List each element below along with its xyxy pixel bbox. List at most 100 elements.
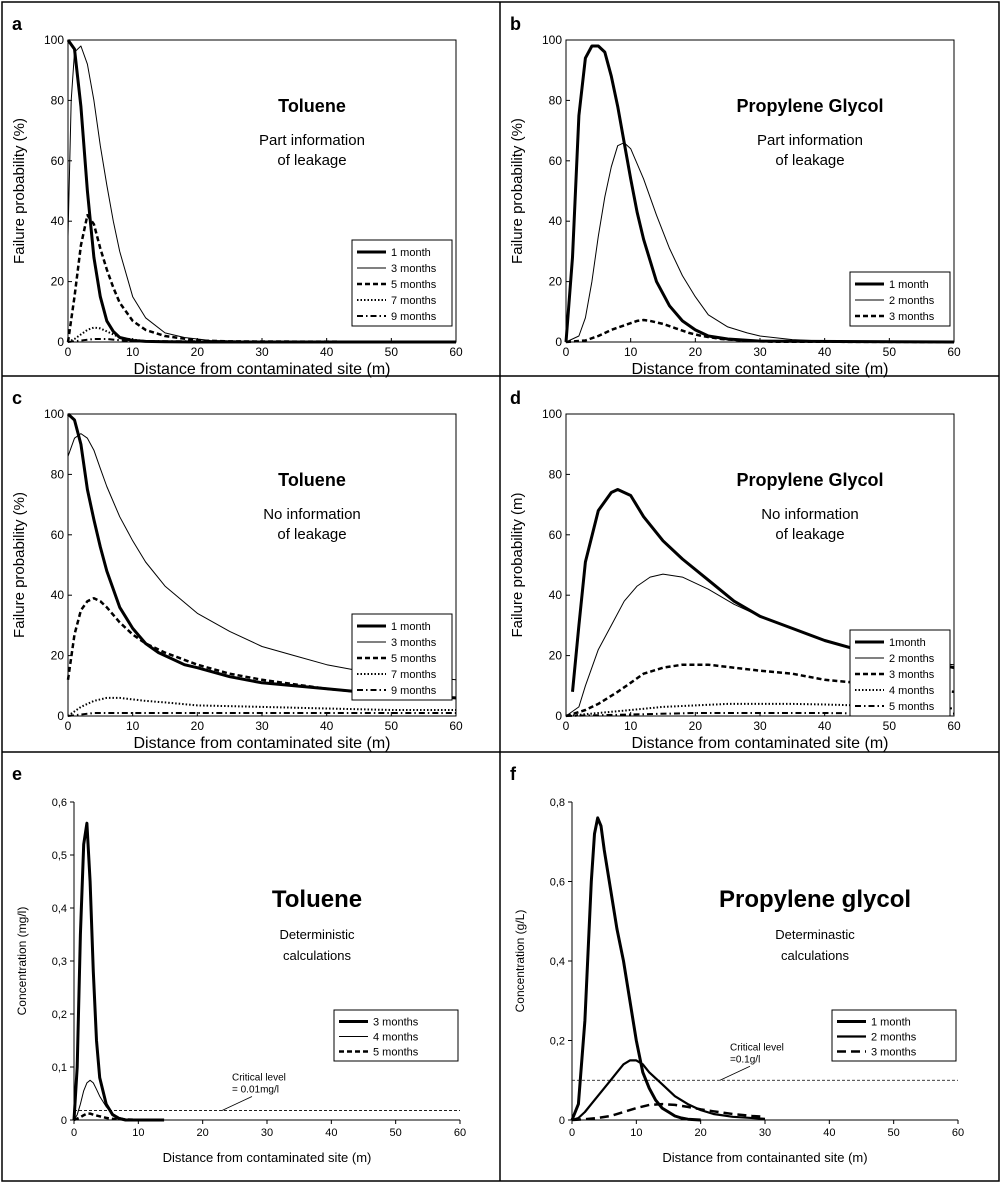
- x-tick-label: 50: [390, 1127, 402, 1139]
- legend-label: 7 months: [391, 295, 437, 307]
- x-tick-label: 0: [569, 1127, 575, 1139]
- x-tick-label: 40: [818, 719, 832, 733]
- x-tick-label: 0: [71, 1127, 77, 1139]
- x-tick-label: 10: [126, 719, 140, 733]
- panel-a: a 0 10 20 30 40 50 60 0 20 40 60 80 100 Distance from …: [11, 14, 463, 378]
- x-tick-label: 20: [689, 345, 703, 359]
- x-tick-label: 10: [630, 1127, 642, 1139]
- y-tick-label: 100: [542, 407, 562, 421]
- y-tick-label: 20: [549, 649, 563, 663]
- series-line: [67, 696, 456, 717]
- x-tick-label: 30: [753, 719, 767, 733]
- x-tick-label: 20: [197, 1127, 209, 1139]
- chart-title: Toluene: [272, 886, 362, 913]
- panel-label: d: [510, 388, 521, 408]
- x-tick-label: 0: [65, 719, 72, 733]
- legend-label: 3 months: [391, 263, 437, 275]
- x-tick-label: 30: [261, 1127, 273, 1139]
- y-tick-label: 20: [51, 649, 65, 663]
- legend-label: 3 months: [871, 1047, 917, 1059]
- critical-level-label: =0.1g/l: [730, 1054, 760, 1065]
- y-tick-label: 0,8: [550, 797, 565, 809]
- x-tick-label: 30: [255, 345, 269, 359]
- chart-annotation: Deterministic: [279, 927, 355, 942]
- y-tick-label: 0: [555, 335, 562, 349]
- legend-label: 9 months: [391, 685, 437, 697]
- y-tick-label: 40: [51, 588, 65, 602]
- y-tick-label: 0,6: [52, 797, 67, 809]
- series-line: [565, 318, 955, 344]
- x-tick-label: 50: [888, 1127, 900, 1139]
- chart-annotation: Part information: [757, 132, 863, 149]
- x-axis-label: Distance from contaminated site (m): [632, 361, 889, 378]
- y-axis-label: Failure probability (m): [509, 492, 526, 637]
- chart-title: Propylene Glycol: [736, 470, 883, 490]
- panel-label: a: [12, 14, 23, 34]
- y-tick-label: 60: [51, 528, 65, 542]
- series-line: [67, 326, 457, 343]
- x-tick-label: 40: [325, 1127, 337, 1139]
- x-tick-label: 40: [823, 1127, 835, 1139]
- x-tick-label: 10: [126, 345, 140, 359]
- y-tick-label: 40: [549, 588, 563, 602]
- x-tick-label: 50: [883, 719, 897, 733]
- y-tick-label: 0,4: [52, 903, 67, 915]
- legend-label: 9 months: [391, 311, 437, 323]
- legend-label: 1 month: [391, 247, 431, 259]
- y-tick-label: 100: [44, 33, 64, 47]
- x-tick-label: 60: [449, 345, 463, 359]
- chart-title: Toluene: [278, 470, 346, 490]
- x-tick-label: 0: [563, 345, 570, 359]
- legend-box: [333, 1009, 459, 1062]
- critical-level-pointer: [221, 1096, 253, 1111]
- y-axis-label: Concentration (mg/l): [15, 907, 29, 1016]
- x-tick-label: 60: [952, 1127, 964, 1139]
- legend-label: 5 months: [889, 701, 935, 713]
- x-tick-label: 30: [759, 1127, 771, 1139]
- y-tick-label: 0: [57, 335, 64, 349]
- y-tick-label: 100: [542, 33, 562, 47]
- panel-d: d 0 10 20 30 40 50 60 0 20 40 60 80 100 Distance from …: [509, 388, 961, 752]
- legend-label: 2 months: [889, 295, 935, 307]
- legend-label: 4 months: [373, 1032, 419, 1044]
- critical-level-label: = 0.01mg/l: [232, 1084, 279, 1095]
- y-tick-label: 40: [549, 214, 563, 228]
- series-line: [72, 821, 165, 1122]
- panel-label: c: [12, 388, 22, 408]
- legend-label: 5 months: [391, 653, 437, 665]
- y-tick-label: 0: [57, 709, 64, 723]
- legend-label: 5 months: [391, 279, 437, 291]
- x-tick-label: 0: [65, 345, 72, 359]
- legend-label: 3 months: [889, 669, 935, 681]
- x-tick-label: 10: [132, 1127, 144, 1139]
- x-tick-label: 60: [449, 719, 463, 733]
- chart-annotation: No information: [263, 506, 361, 523]
- series-line: [73, 1112, 152, 1122]
- y-tick-label: 80: [549, 93, 563, 107]
- x-tick-label: 50: [883, 345, 897, 359]
- critical-level-label: Critical level: [232, 1072, 286, 1083]
- panel-label: f: [510, 764, 517, 784]
- legend-label: 3 months: [889, 311, 935, 323]
- y-tick-label: 0: [555, 709, 562, 723]
- y-tick-label: 0,2: [550, 1036, 565, 1048]
- x-tick-label: 10: [624, 345, 638, 359]
- chart-title: Toluene: [278, 96, 346, 116]
- y-tick-label: 0: [559, 1115, 565, 1127]
- y-tick-label: 80: [51, 467, 65, 481]
- panel-label: b: [510, 14, 521, 34]
- series-line: [565, 712, 954, 717]
- panel-e: e 0 10 20 30 40 50 60 0 0,1 0,2 0,3 0,4 0,5 0,6 Distanc…: [12, 764, 466, 1165]
- y-tick-label: 0,5: [52, 850, 67, 862]
- series-line: [570, 816, 701, 1122]
- x-tick-label: 20: [695, 1127, 707, 1139]
- chart-annotation: of leakage: [775, 152, 844, 169]
- legend-label: 1month: [889, 637, 926, 649]
- legend-label: 3 months: [373, 1017, 419, 1029]
- series-line: [565, 142, 955, 343]
- series-line: [66, 39, 456, 344]
- x-tick-label: 60: [454, 1127, 466, 1139]
- x-tick-label: 30: [255, 719, 269, 733]
- legend-label: 2 months: [871, 1032, 917, 1044]
